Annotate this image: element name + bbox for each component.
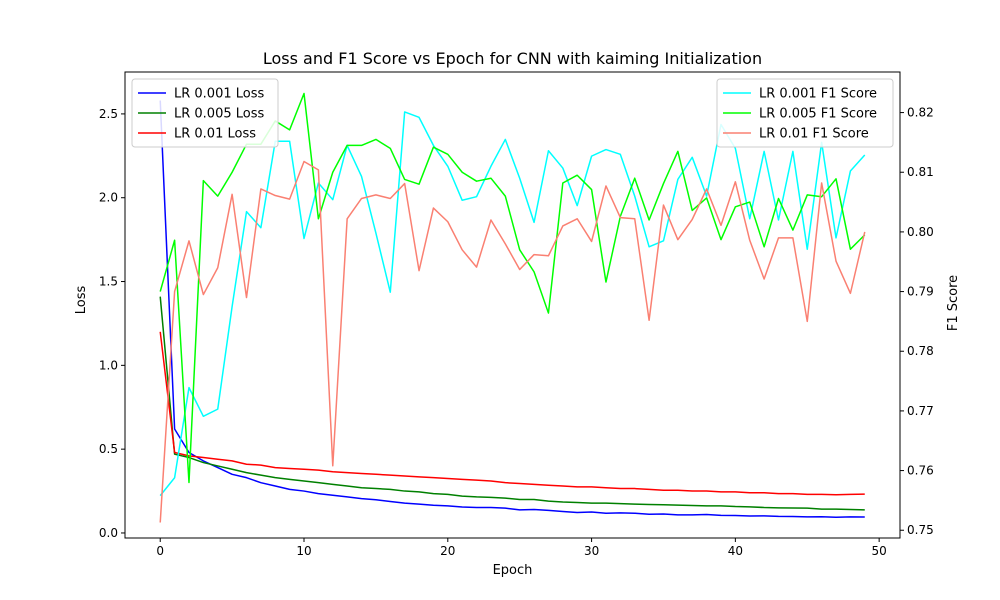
series-line-lr-0-01-loss [159, 331, 865, 496]
x-axis: 0 10 20 30 40 50 [156, 538, 887, 558]
left-y-tick-label: 2.0 [99, 191, 118, 205]
right-y-tick-label: 0.77 [907, 404, 934, 418]
left-y-tick-label: 1.0 [99, 358, 118, 372]
right-y-tick-label: 0.80 [907, 225, 934, 239]
left-y-tick-label: 2.5 [99, 107, 118, 121]
legend-label: LR 0.01 F1 Score [759, 127, 869, 142]
left-y-tick-label: 0.0 [99, 526, 118, 540]
right-y-tick-label: 0.82 [907, 106, 934, 120]
x-tick-label: 0 [156, 544, 164, 558]
left-y-tick-label: 0.5 [99, 442, 118, 456]
legend-box [131, 78, 279, 148]
x-tick-label: 40 [728, 544, 743, 558]
legend-label: LR 0.01 Loss [174, 127, 256, 142]
legend-box [716, 78, 894, 148]
x-tick-label: 20 [440, 544, 455, 558]
right-y-tick-label: 0.78 [907, 344, 934, 358]
plot-frame [124, 71, 901, 539]
series-line-lr-0-001-loss [159, 100, 865, 518]
right-y-axis-label: F1 Score [946, 275, 961, 331]
series-line-lr-0-005-loss [159, 296, 865, 511]
right-y-tick-label: 0.79 [907, 285, 934, 299]
right-y-axis: 0.75 0.76 0.77 0.78 0.79 0.80 0.81 0.82 [900, 106, 934, 537]
legend-label: LR 0.001 F1 Score [759, 87, 877, 102]
legend-f1: LR 0.001 F1 Score LR 0.005 F1 Score LR 0.0… [716, 78, 894, 148]
legend-label: LR 0.005 F1 Score [759, 107, 877, 122]
left-y-axis: 0.0 0.5 1.0 1.5 2.0 2.5 [99, 107, 125, 540]
legend-label: LR 0.005 Loss [174, 107, 264, 122]
right-y-tick-label: 0.76 [907, 464, 934, 478]
x-tick-label: 50 [872, 544, 887, 558]
left-y-tick-label: 1.5 [99, 275, 118, 289]
chart-title: Loss and F1 Score vs Epoch for CNN with … [263, 49, 762, 68]
x-tick-label: 10 [296, 544, 311, 558]
legend-label: LR 0.001 Loss [174, 87, 264, 102]
right-y-tick-label: 0.75 [907, 523, 934, 537]
left-y-axis-label: Loss [74, 286, 89, 315]
x-axis-label: Epoch [493, 563, 533, 578]
right-y-tick-label: 0.81 [907, 165, 934, 179]
x-tick-label: 30 [584, 544, 599, 558]
legend-loss: LR 0.001 Loss LR 0.005 Loss LR 0.01 Loss [131, 78, 279, 148]
series-line-lr-0-01-f1-score [159, 160, 866, 523]
